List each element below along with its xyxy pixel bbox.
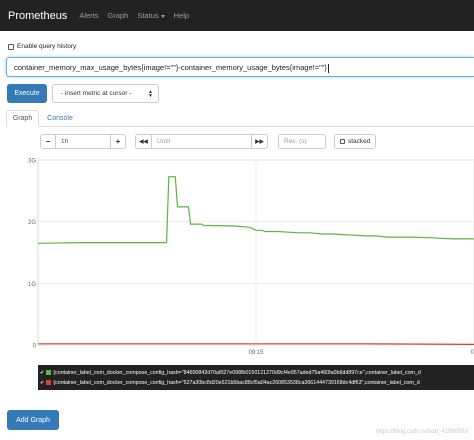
resolution-input[interactable]: Res. (s): [278, 134, 326, 149]
expression-text: container_memory_max_usage_bytes{image!=…: [14, 63, 327, 72]
y-tick-label: 3G: [28, 159, 36, 165]
y-tick-label: 1G: [28, 282, 36, 288]
text-cursor: [327, 63, 329, 73]
brand[interactable]: Prometheus: [8, 9, 68, 22]
insert-metric-select[interactable]: - insert metric at cursor - ▲ ▼: [52, 84, 159, 103]
checkbox-icon[interactable]: [340, 139, 345, 144]
legend: ✔ {container_label_com_docker_compose_co…: [38, 365, 474, 390]
range-increase-button[interactable]: +: [110, 134, 126, 149]
nav-link-alerts[interactable]: Alerts: [79, 11, 99, 20]
until-input[interactable]: Until: [152, 134, 252, 149]
nav-link-status-label: Status: [137, 11, 159, 20]
series-swatch-green: [46, 370, 52, 375]
tab-graph[interactable]: Graph: [6, 110, 39, 127]
time-back-button[interactable]: ◀◀: [135, 134, 152, 149]
axis-ticks: 3G 2G 1G 0 09:15 09: [28, 159, 474, 357]
series-line-1[interactable]: [37, 176, 474, 244]
navbar: Prometheus Alerts Graph Status Help: [0, 0, 474, 31]
series-swatch-red: [46, 380, 52, 385]
y-tick-label: 2G: [28, 220, 36, 226]
insert-metric-label: - insert metric at cursor -: [61, 90, 132, 97]
check-icon[interactable]: ✔: [40, 379, 45, 386]
grid-lines: [37, 159, 474, 346]
legend-item-2[interactable]: ✔ {container_label_com_docker_compose_co…: [40, 378, 420, 387]
add-graph-button[interactable]: Add Graph: [7, 410, 59, 430]
nav-link-help[interactable]: Help: [173, 11, 190, 20]
y-tick-label: 0: [33, 344, 37, 350]
series-lines: [37, 176, 474, 345]
tab-console[interactable]: Console: [47, 115, 73, 122]
series-line-2[interactable]: [38, 343, 474, 345]
check-icon[interactable]: ✔: [40, 369, 45, 376]
nav-link-status[interactable]: Status: [137, 11, 165, 20]
watermark: https://blog.csdn.net/qq_41990563: [375, 429, 468, 435]
caret-down-icon: [160, 14, 165, 18]
query-history-toggle[interactable]: Enable query history: [8, 43, 76, 50]
time-forward-button[interactable]: ▶▶: [251, 134, 268, 149]
range-input[interactable]: 1h: [56, 134, 111, 149]
stacked-toggle[interactable]: stacked: [334, 134, 376, 149]
tab-bar: Graph Console: [6, 110, 474, 127]
legend-item-1[interactable]: ✔ {container_label_com_docker_compose_co…: [40, 368, 421, 377]
checkbox-icon[interactable]: [8, 43, 14, 50]
nav-link-graph[interactable]: Graph: [107, 11, 129, 20]
legend-text-1: {container_label_com_docker_compose_conf…: [53, 369, 421, 376]
execute-button[interactable]: Execute: [7, 84, 47, 103]
stacked-label: stacked: [348, 138, 371, 145]
graph-chart[interactable]: 3G 2G 1G 0 09:15 09: [6, 152, 474, 365]
x-tick-label: 09: [471, 350, 474, 356]
range-decrease-button[interactable]: −: [40, 134, 56, 149]
legend-text-2: {container_label_com_docker_compose_conf…: [53, 379, 420, 386]
expression-input[interactable]: container_memory_max_usage_bytes{image!=…: [6, 57, 474, 77]
select-arrows-icon: ▲ ▼: [148, 89, 153, 99]
x-tick-label: 09:15: [248, 350, 264, 356]
query-history-label: Enable query history: [17, 43, 77, 50]
